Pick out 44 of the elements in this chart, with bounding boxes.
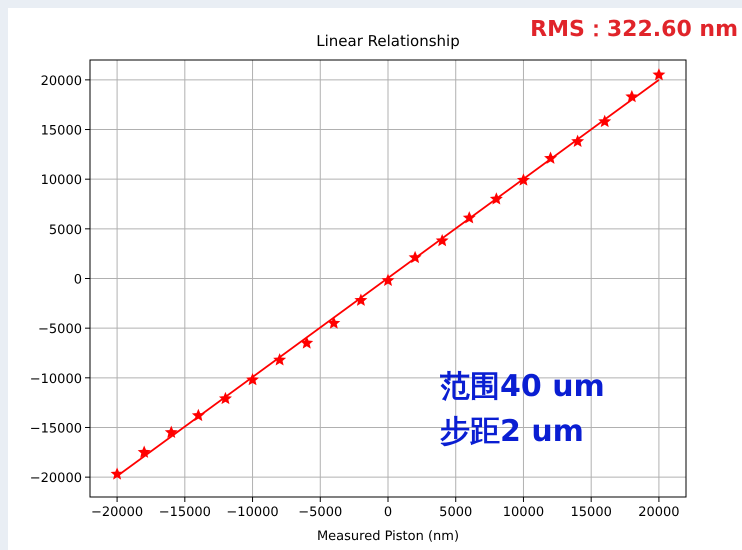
point	[626, 90, 638, 102]
point	[599, 116, 610, 127]
y-tick-label: 5000	[48, 222, 82, 238]
x-tick-label: −10000	[226, 505, 279, 520]
point	[544, 152, 556, 164]
chart-title: Linear Relationship	[316, 32, 460, 50]
point	[653, 68, 665, 80]
x-tick-label: 0	[384, 505, 392, 520]
x-tick-label: 15000	[570, 505, 612, 520]
point	[111, 468, 123, 480]
y-tick-label: 10000	[40, 173, 82, 188]
point	[246, 374, 258, 385]
point	[409, 252, 421, 263]
x-tick-label: −5000	[298, 505, 342, 520]
y-tick-label: −10000	[30, 372, 82, 387]
point	[490, 193, 502, 204]
x-tick-label: 5000	[439, 505, 472, 520]
x-tick-label: 20000	[638, 505, 680, 520]
point	[382, 274, 394, 286]
annotation: 步距2 um	[440, 414, 584, 449]
y-tick-label: −15000	[30, 421, 82, 436]
point	[220, 392, 232, 404]
point	[192, 410, 204, 421]
annotation: 范围40 um	[439, 369, 605, 404]
point	[138, 446, 150, 458]
text: RMS：322.60 nm	[530, 17, 738, 42]
x-tick-label: 10000	[502, 505, 544, 520]
point	[436, 234, 448, 246]
point	[572, 135, 584, 146]
y-tick-label: 20000	[40, 74, 82, 89]
x-tick-label: −20000	[90, 505, 144, 520]
point	[518, 174, 530, 186]
x-axis-title: Measured Piston (nm)	[316, 529, 460, 544]
point	[328, 317, 340, 328]
y-tick-label: 15000	[40, 124, 82, 139]
point	[166, 426, 177, 438]
y-tick-label: −5000	[38, 322, 82, 338]
point	[301, 337, 312, 348]
y-tick-label: 0	[74, 272, 82, 288]
point	[464, 212, 475, 223]
y-tick-label: −20000	[30, 471, 82, 486]
x-tick-label: −15000	[158, 505, 211, 520]
point	[274, 354, 286, 365]
point	[355, 294, 367, 306]
